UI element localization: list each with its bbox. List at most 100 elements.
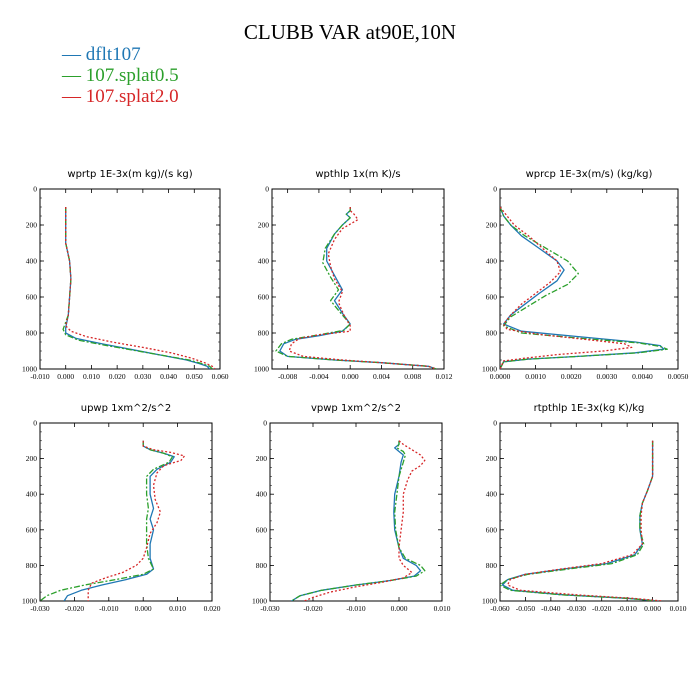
y-tick-label: 400 bbox=[486, 257, 498, 266]
series-line-dflt107 bbox=[65, 207, 211, 369]
y-tick-label: 1000 bbox=[22, 597, 37, 606]
plot-frame bbox=[271, 188, 445, 370]
x-tick-label: 0.000 bbox=[57, 372, 74, 381]
x-tick-label: -0.010 bbox=[617, 604, 637, 613]
x-tick-label: -0.030 bbox=[260, 604, 280, 613]
series-line-dflt107 bbox=[291, 440, 422, 601]
y-tick-label: 800 bbox=[486, 329, 498, 338]
legend-marker: — bbox=[62, 65, 81, 86]
x-tick-label: 0.010 bbox=[434, 604, 451, 613]
x-tick-label: -0.010 bbox=[346, 604, 366, 613]
x-tick-label: -0.060 bbox=[490, 604, 510, 613]
chart-panel-6: rtpthlp 1E-3x(kg K)/kg02004006008001000-… bbox=[482, 403, 687, 613]
x-tick-label: 0.000 bbox=[391, 604, 408, 613]
chart-panel-5: vpwp 1xm^2/s^2 0 200 400 600 800 1000-0.030 -0.… bbox=[252, 403, 451, 613]
series-line-dflt107 bbox=[501, 440, 658, 601]
chart-panel-1: wprtp 1E-3x(m kg)/(s kg) 0 200 400 600 800 100… bbox=[22, 169, 229, 381]
x-tick-label: 0.004 bbox=[373, 372, 390, 381]
y-tick-label: 400 bbox=[26, 490, 38, 499]
y-tick-label: 600 bbox=[486, 525, 498, 534]
legend-marker: — bbox=[62, 86, 81, 107]
x-tick-label: -0.004 bbox=[309, 372, 329, 381]
y-tick-label: 600 bbox=[256, 525, 268, 534]
panel-title: wprtp 1E-3x(m kg)/(s kg) bbox=[67, 169, 192, 180]
series-line-107.splat0.5 bbox=[40, 440, 174, 601]
x-tick-label: -0.040 bbox=[541, 604, 561, 613]
legend-label: dflt107 bbox=[85, 44, 141, 65]
x-tick-label: -0.010 bbox=[99, 604, 119, 613]
y-tick-label: 200 bbox=[26, 221, 38, 230]
y-tick-label: 600 bbox=[26, 525, 38, 534]
y-tick-label: 200 bbox=[486, 221, 498, 230]
chart-panel-2: wpthlp 1x(m K)/s 0 200 400 600 800 1000 -0.008 -… bbox=[254, 169, 453, 381]
y-tick-label: 0 bbox=[33, 419, 37, 428]
y-tick-label: 400 bbox=[486, 490, 498, 499]
x-tick-label: 0.008 bbox=[404, 372, 421, 381]
x-tick-label: 0.000 bbox=[342, 372, 359, 381]
series-line-dflt107 bbox=[63, 440, 175, 601]
x-tick-label: 0.020 bbox=[109, 372, 126, 381]
y-tick-label: 400 bbox=[258, 257, 270, 266]
series-line-107.splat0.5 bbox=[275, 207, 437, 369]
panel-title: upwp 1xm^2/s^2 bbox=[81, 403, 171, 414]
figure-title: CLUBB VAR at90E,10N bbox=[243, 20, 457, 44]
legend-label: 107.splat0.5 bbox=[85, 65, 179, 86]
y-tick-label: 1000 bbox=[22, 365, 37, 374]
panel-title: wprcp 1E-3x(m/s) (kg/kg) bbox=[526, 169, 653, 180]
x-tick-label: 0.010 bbox=[670, 604, 687, 613]
x-tick-label: -0.050 bbox=[516, 604, 536, 613]
series-line-107.splat0.5 bbox=[291, 440, 426, 601]
x-tick-label: 0.0030 bbox=[596, 372, 617, 381]
legend-item-dflt107: — dflt107 bbox=[62, 44, 179, 65]
x-tick-label: -0.020 bbox=[65, 604, 85, 613]
panel-title: wpthlp 1x(m K)/s bbox=[315, 169, 400, 180]
chart-panel-3: wprcp 1E-3x(m/s) (kg/kg) 0 200 400 600 800 100… bbox=[482, 169, 689, 381]
series-line-107.splat2.0 bbox=[87, 440, 186, 601]
series-line-107.splat2.0 bbox=[65, 207, 216, 369]
x-tick-label: 0.0040 bbox=[632, 372, 653, 381]
y-tick-label: 0 bbox=[263, 419, 267, 428]
series-line-dflt107 bbox=[279, 207, 437, 369]
series-line-107.splat2.0 bbox=[304, 440, 426, 601]
x-tick-label: 0.010 bbox=[169, 604, 186, 613]
legend-marker: — bbox=[62, 44, 81, 65]
y-tick-label: 600 bbox=[26, 293, 38, 302]
legend: — dflt107 — 107.splat0.5 — 107.splat2.0 bbox=[62, 44, 179, 107]
x-tick-label: -0.010 bbox=[30, 372, 50, 381]
panel-title: vpwp 1xm^2/s^2 bbox=[311, 403, 401, 414]
series-line-dflt107 bbox=[500, 206, 665, 369]
series-line-107.splat0.5 bbox=[500, 206, 668, 369]
legend-item-splat0.5: — 107.splat0.5 bbox=[62, 65, 179, 86]
x-tick-label: -0.030 bbox=[30, 604, 50, 613]
x-tick-label: 0.0010 bbox=[525, 372, 546, 381]
plot-frame bbox=[499, 188, 679, 370]
y-tick-label: 400 bbox=[256, 490, 268, 499]
x-tick-label: 0.030 bbox=[134, 372, 151, 381]
y-tick-label: 800 bbox=[256, 561, 268, 570]
y-tick-label: 200 bbox=[256, 454, 268, 463]
y-tick-label: 200 bbox=[26, 454, 38, 463]
series-line-107.splat0.5 bbox=[62, 207, 213, 369]
y-tick-label: 600 bbox=[486, 293, 498, 302]
x-tick-label: 0.010 bbox=[83, 372, 100, 381]
y-tick-label: 0 bbox=[33, 185, 37, 194]
y-tick-label: 1000 bbox=[254, 365, 269, 374]
y-tick-label: 1000 bbox=[482, 597, 497, 606]
x-tick-label: -0.020 bbox=[303, 604, 323, 613]
x-tick-label: -0.030 bbox=[567, 604, 587, 613]
y-tick-label: 200 bbox=[258, 221, 270, 230]
y-tick-label: 0 bbox=[493, 185, 497, 194]
y-tick-label: 1000 bbox=[252, 597, 267, 606]
y-tick-label: 0 bbox=[493, 419, 497, 428]
x-tick-label: 0.012 bbox=[436, 372, 453, 381]
x-tick-label: 0.0020 bbox=[561, 372, 582, 381]
x-tick-label: 0.060 bbox=[212, 372, 229, 381]
x-tick-label: 0.020 bbox=[204, 604, 221, 613]
x-tick-label: 0.000 bbox=[644, 604, 661, 613]
y-tick-label: 400 bbox=[26, 257, 38, 266]
x-tick-label: 0.0000 bbox=[490, 372, 511, 381]
y-tick-label: 800 bbox=[486, 561, 498, 570]
panel-title: rtpthlp 1E-3x(kg K)/kg bbox=[534, 403, 645, 414]
series-line-107.splat2.0 bbox=[500, 206, 633, 369]
